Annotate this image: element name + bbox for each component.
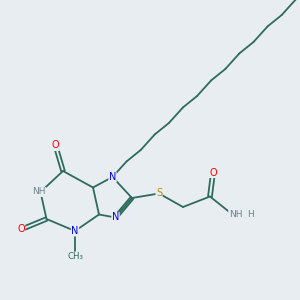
Text: NH: NH	[32, 188, 46, 196]
Text: H: H	[247, 210, 254, 219]
Text: N: N	[71, 226, 79, 236]
Text: O: O	[17, 224, 25, 235]
Text: S: S	[156, 188, 162, 199]
Text: CH₃: CH₃	[67, 252, 83, 261]
Text: O: O	[52, 140, 59, 151]
Text: N: N	[112, 212, 119, 223]
Text: O: O	[209, 167, 217, 178]
Text: N: N	[109, 172, 116, 182]
Text: NH: NH	[229, 210, 242, 219]
